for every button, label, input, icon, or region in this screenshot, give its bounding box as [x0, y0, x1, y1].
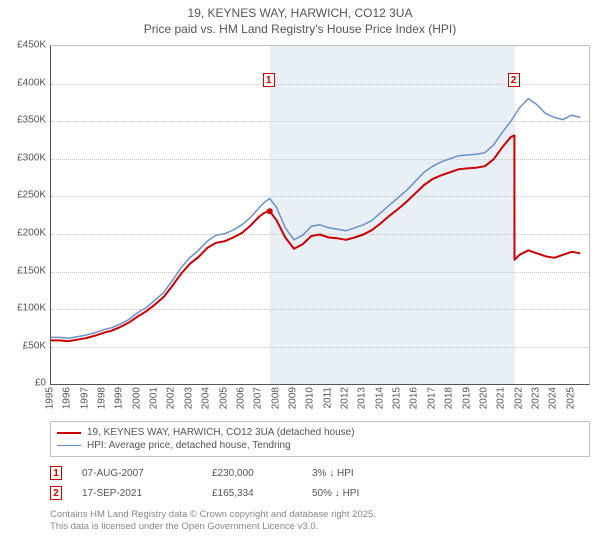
chart-title: 19, KEYNES WAY, HARWICH, CO12 3UA Price …	[8, 6, 592, 37]
y-tick-label: £50K	[23, 340, 46, 351]
x-tick-label: 2019	[461, 387, 472, 409]
x-tick-label: 2005	[218, 387, 229, 409]
event-number-box: 2	[50, 486, 62, 500]
x-tick-label: 2016	[409, 387, 420, 409]
chart-svg	[51, 46, 589, 384]
footer-attribution: Contains HM Land Registry data © Crown c…	[50, 509, 590, 533]
x-tick-label: 2021	[496, 387, 507, 409]
event-marker: 2	[508, 73, 520, 87]
plot-region	[50, 45, 590, 385]
x-axis-labels: 1995199619971998199920002001200220032004…	[50, 387, 590, 417]
x-tick-label: 2011	[322, 387, 333, 409]
x-tick-label: 2003	[183, 387, 194, 409]
event-price: £230,000	[212, 468, 292, 479]
x-tick-label: 2020	[478, 387, 489, 409]
event-row: 1 07-AUG-2007 £230,000 3% ↓ HPI	[50, 463, 590, 483]
x-tick-label: 2023	[530, 387, 541, 409]
x-tick-label: 2007	[253, 387, 264, 409]
x-tick-label: 2001	[149, 387, 160, 409]
x-tick-label: 2025	[565, 387, 576, 409]
x-tick-label: 1995	[45, 387, 56, 409]
y-tick-label: £100K	[17, 303, 46, 314]
x-tick-label: 2008	[270, 387, 281, 409]
x-tick-label: 2004	[201, 387, 212, 409]
y-tick-label: £400K	[17, 77, 46, 88]
x-tick-label: 2009	[287, 387, 298, 409]
event-price: £165,334	[212, 488, 292, 499]
y-tick-label: £200K	[17, 227, 46, 238]
x-tick-label: 2012	[340, 387, 351, 409]
y-tick-label: £350K	[17, 115, 46, 126]
event-number-box: 1	[50, 466, 62, 480]
x-tick-label: 2015	[392, 387, 403, 409]
footer-line-2: This data is licensed under the Open Gov…	[50, 521, 590, 533]
x-tick-label: 2024	[548, 387, 559, 409]
event-row: 2 17-SEP-2021 £165,334 50% ↓ HPI	[50, 483, 590, 503]
chart-area: £0£50K£100K£150K£200K£250K£300K£350K£400…	[8, 41, 592, 419]
y-tick-label: £250K	[17, 190, 46, 201]
legend-swatch	[57, 445, 81, 446]
x-tick-label: 2018	[444, 387, 455, 409]
legend-label: 19, KEYNES WAY, HARWICH, CO12 3UA (detac…	[87, 427, 355, 438]
x-tick-label: 2000	[131, 387, 142, 409]
title-line-2: Price paid vs. HM Land Registry's House …	[8, 22, 592, 38]
x-tick-label: 1998	[97, 387, 108, 409]
y-axis-labels: £0£50K£100K£150K£200K£250K£300K£350K£400…	[8, 45, 48, 385]
footer-line-1: Contains HM Land Registry data © Crown c…	[50, 509, 590, 521]
event-date: 07-AUG-2007	[82, 468, 192, 479]
legend-label: HPI: Average price, detached house, Tend…	[87, 440, 291, 451]
y-tick-label: £450K	[17, 40, 46, 51]
event-diff: 3% ↓ HPI	[312, 468, 432, 479]
x-tick-label: 1997	[79, 387, 90, 409]
x-tick-label: 2022	[513, 387, 524, 409]
event-marker: 1	[263, 73, 275, 87]
x-tick-label: 2014	[374, 387, 385, 409]
event-diff: 50% ↓ HPI	[312, 488, 432, 499]
title-line-1: 19, KEYNES WAY, HARWICH, CO12 3UA	[8, 6, 592, 22]
x-tick-label: 2017	[426, 387, 437, 409]
legend-swatch	[57, 432, 81, 434]
x-tick-label: 1996	[62, 387, 73, 409]
events-table: 1 07-AUG-2007 £230,000 3% ↓ HPI 2 17-SEP-2021…	[50, 463, 590, 503]
x-tick-label: 2002	[166, 387, 177, 409]
x-tick-label: 2006	[235, 387, 246, 409]
legend-row: 19, KEYNES WAY, HARWICH, CO12 3UA (detac…	[57, 426, 583, 439]
legend-row: HPI: Average price, detached house, Tend…	[57, 439, 583, 452]
event-date: 17-SEP-2021	[82, 488, 192, 499]
x-tick-label: 1999	[114, 387, 125, 409]
legend-panel: 19, KEYNES WAY, HARWICH, CO12 3UA (detac…	[50, 421, 590, 457]
y-tick-label: £150K	[17, 265, 46, 276]
y-tick-label: £300K	[17, 152, 46, 163]
x-tick-label: 2013	[357, 387, 368, 409]
x-tick-label: 2010	[305, 387, 316, 409]
